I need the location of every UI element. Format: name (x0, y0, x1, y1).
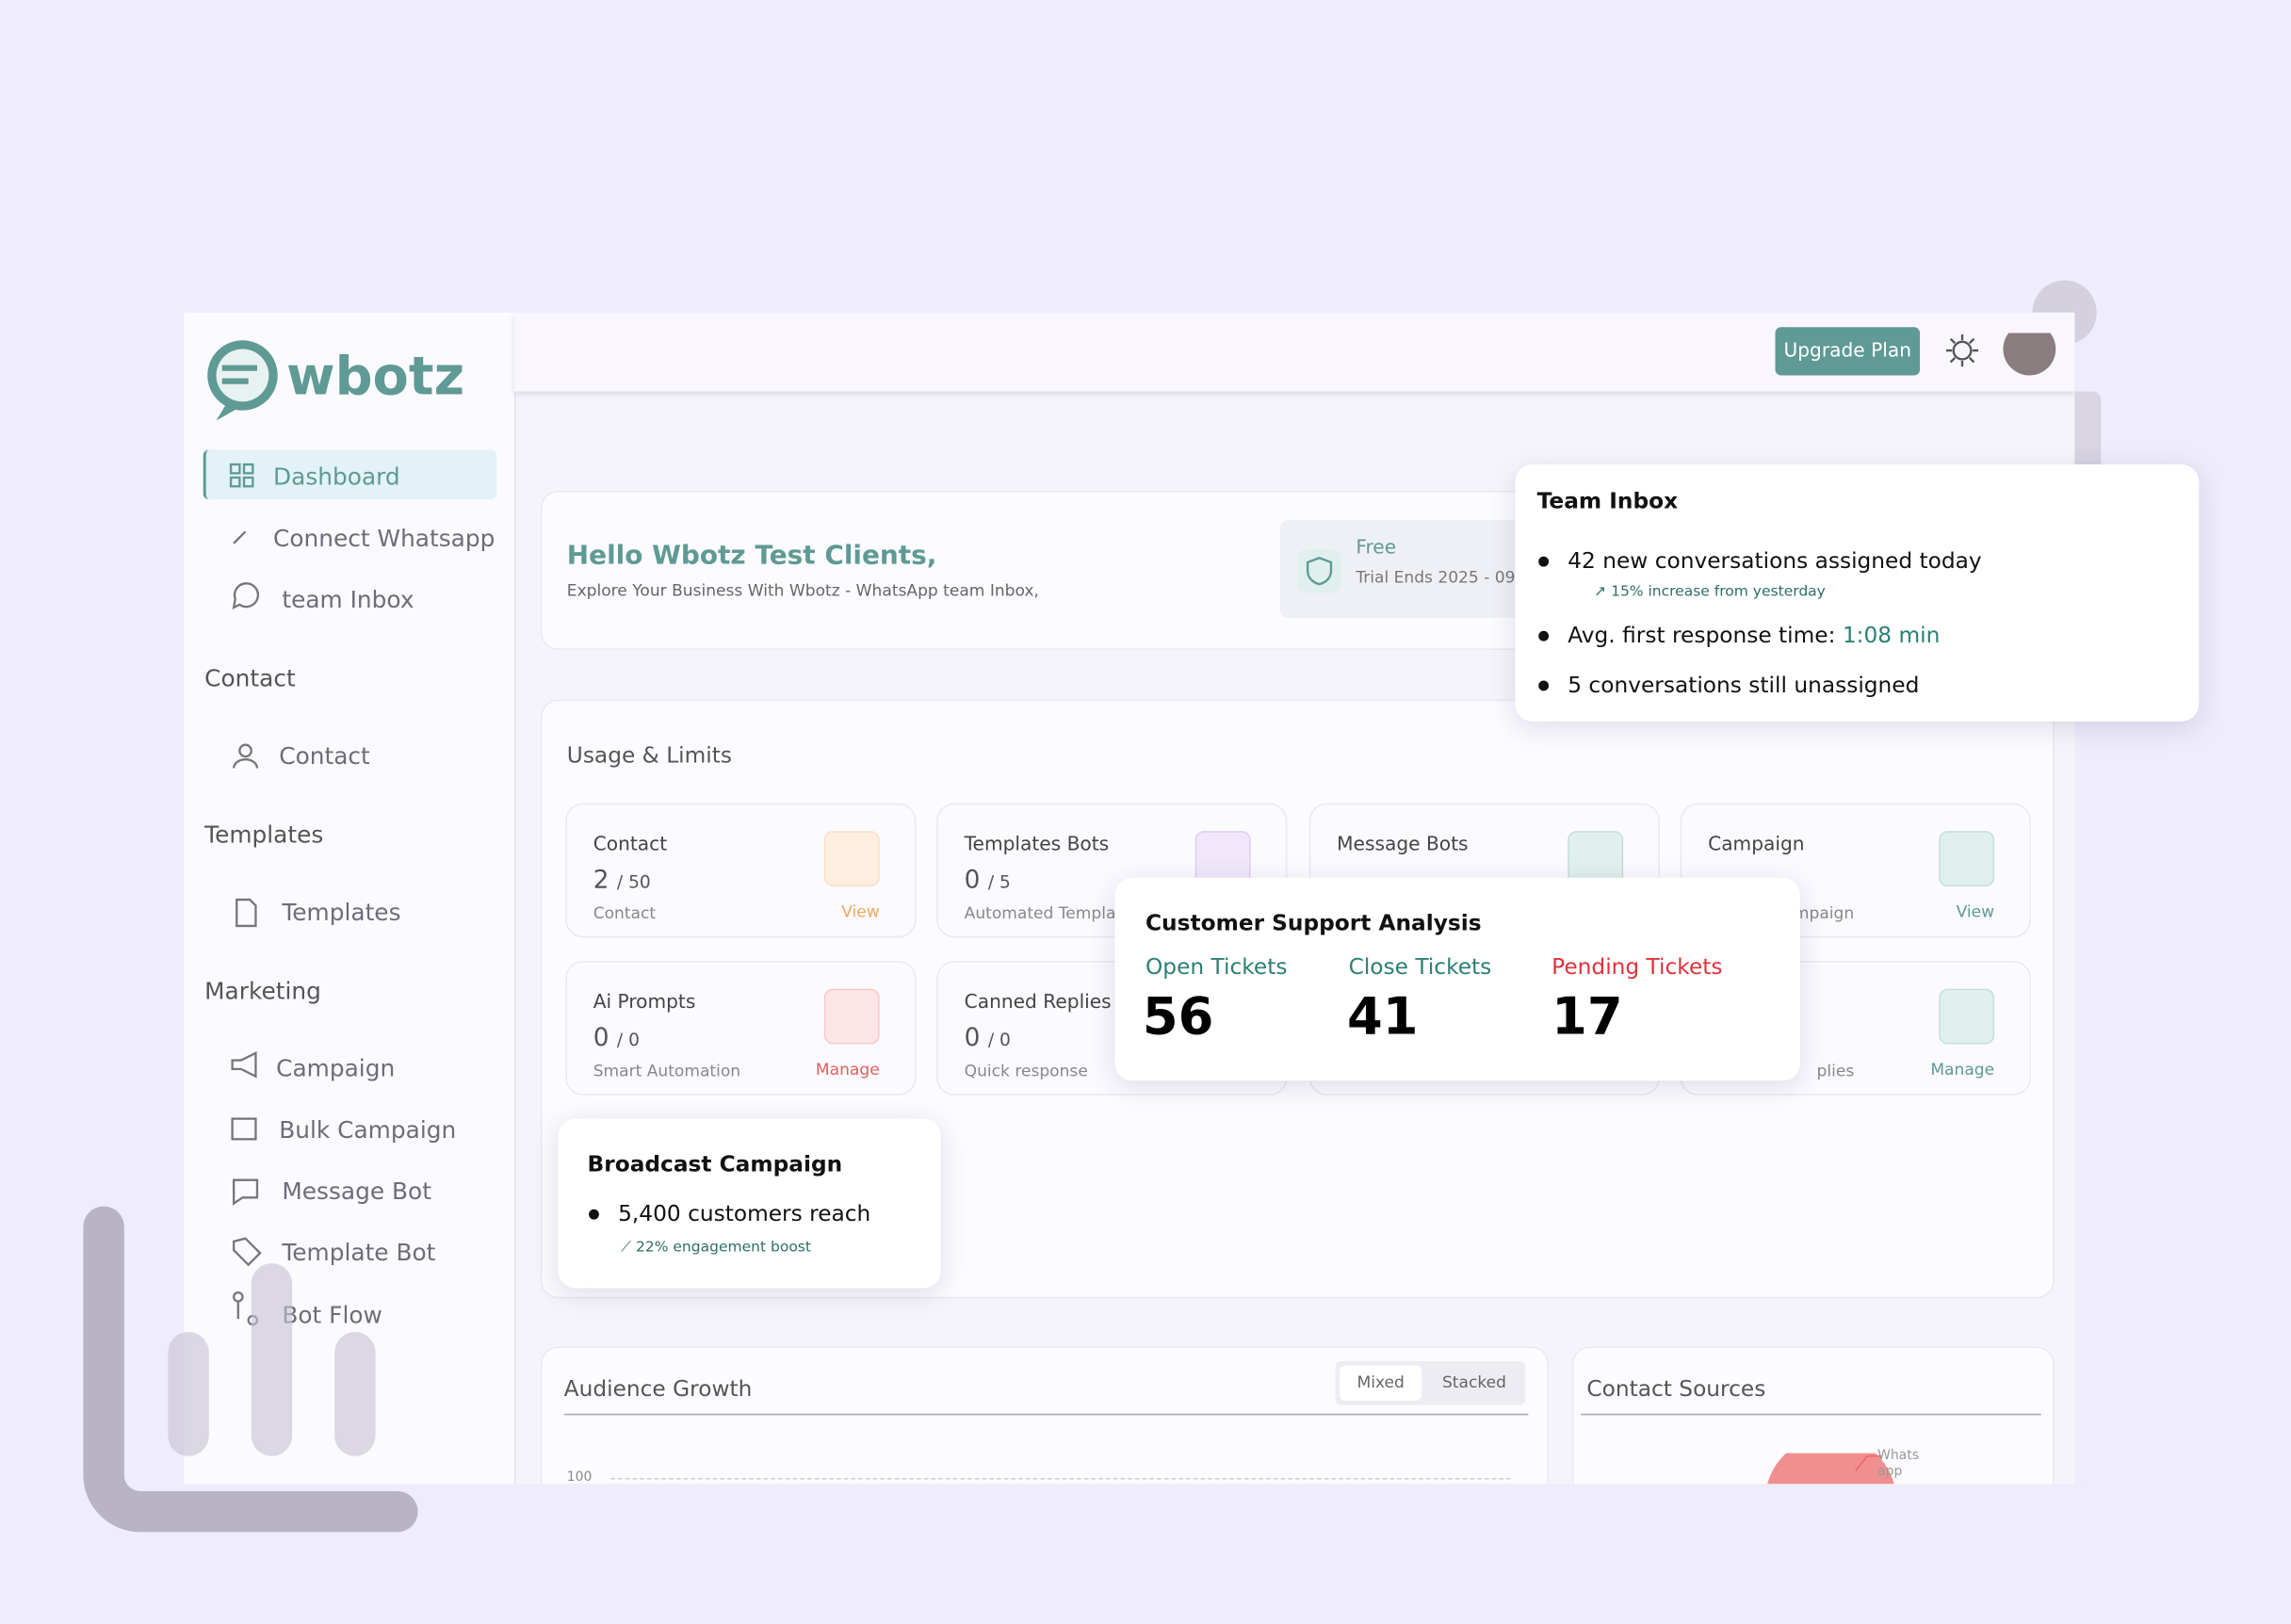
card-icon (823, 831, 880, 887)
card-caption: Smart Automation (593, 1062, 741, 1081)
logo-icon (207, 340, 278, 421)
card-icon (1939, 831, 1995, 887)
popup-title: Broadcast Campaign (587, 1150, 843, 1177)
y-tick-label: 100 (566, 1470, 593, 1486)
card-icon (823, 988, 880, 1045)
stat-label: Close Tickets (1348, 953, 1492, 981)
value: 0 (964, 866, 981, 896)
card-title: Canned Replies (964, 991, 1112, 1014)
toggle[interactable]: Mixed (1340, 1365, 1422, 1401)
nav-section: Marketing (204, 977, 321, 1005)
stat-label: Open Tickets (1145, 953, 1288, 981)
card-value: 0 / 5 (965, 866, 1011, 895)
card-caption: Automated Template (964, 903, 1132, 923)
note: ↗ 15% increase from yesterday (1594, 584, 1826, 601)
bullet: 5 conversations still unassigned (1538, 672, 1920, 699)
note-text: 22% engagement boost (635, 1240, 811, 1257)
stat-value: 41 (1347, 988, 1419, 1047)
card-title: Contact (593, 834, 668, 856)
bullet: 42 new conversations assigned today (1538, 547, 1982, 575)
nav-item[interactable]: Contact (279, 741, 370, 771)
highlight: 1:08 min (1842, 622, 1941, 649)
note-text: 15% increase from yesterday (1611, 584, 1826, 601)
welcome-subtitle: Explore Your Business With Wbotz - Whats… (566, 581, 1039, 601)
decoration (83, 1206, 418, 1533)
header-icons (1945, 333, 2056, 376)
value: 0 (964, 1023, 981, 1053)
card-action[interactable]: View (841, 902, 880, 922)
popup-title: Team Inbox (1536, 487, 1679, 514)
limit: / 5 (987, 871, 1011, 893)
welcome-title: Hello Wbotz Test Clients, (566, 540, 937, 572)
card-value: 0 / 0 (593, 1024, 640, 1053)
limit: / 50 (616, 871, 651, 893)
usage-title: Usage & Limits (566, 741, 733, 769)
nav-item[interactable]: team Inbox (282, 585, 414, 614)
nav-section: Templates (204, 820, 324, 849)
card-value: 2 / 50 (593, 866, 651, 895)
nav-item[interactable]: Template Bot (282, 1238, 436, 1267)
bullet-text: Avg. first response time: (1568, 622, 1836, 649)
nav-item[interactable]: Campaign (276, 1054, 396, 1082)
stat-value: 17 (1552, 988, 1623, 1047)
nav-active (203, 449, 497, 500)
stat-value: 56 (1142, 988, 1214, 1047)
bullet: Avg. first response time: 1:08 min (1538, 622, 1941, 649)
card-caption: ampaign (1783, 903, 1855, 923)
upgrade-button[interactable]: Upgrade Plan (1775, 327, 1921, 376)
card-action[interactable]: Manage (1930, 1060, 1995, 1080)
plan-trial: Trial Ends 2025 - 09 - (1356, 568, 1527, 588)
card-action[interactable]: Manage (815, 1060, 880, 1080)
plan-name: Free (1356, 537, 1397, 560)
card-caption: Contact (593, 903, 657, 923)
plan-box: Free Trial Ends 2025 - 09 - (1279, 519, 1529, 618)
toggle[interactable]: Stacked (1441, 1372, 1506, 1392)
support-popup: Customer Support Analysis Open Tickets C… (1114, 877, 1800, 1081)
card-icon (1939, 988, 1995, 1045)
value: 0 (593, 1023, 609, 1053)
nav-item[interactable]: Connect Whatsapp (273, 524, 496, 553)
nav-section: Contact (204, 664, 296, 692)
nav-item[interactable]: Templates (282, 898, 401, 926)
popup-title: Customer Support Analysis (1145, 909, 1482, 936)
window-edge (184, 1484, 2084, 1543)
card-title: Templates Bots (964, 834, 1110, 856)
nav-item[interactable]: Bot Flow (282, 1301, 382, 1329)
sources-title: Contact Sources (1586, 1375, 1766, 1403)
team-inbox-popup: Team Inbox 42 new conversations assigned… (1515, 464, 2200, 722)
card-caption: plies (1816, 1062, 1855, 1081)
limit: / 0 (987, 1030, 1011, 1050)
limit-card: Contact 2 / 50 Contact View (565, 803, 917, 938)
broadcast-popup: Broadcast Campaign 5,400 customers reach… (558, 1118, 941, 1289)
stat-label: Pending Tickets (1552, 953, 1723, 981)
note: ⟋ 22% engagement boost (621, 1240, 811, 1257)
pie-label: Whats app (1877, 1448, 1919, 1480)
limit: / 0 (616, 1030, 640, 1050)
nav-item[interactable]: Dashboard (273, 463, 400, 491)
logo-text: wbotz (285, 347, 465, 408)
pie-slice (1765, 1453, 1896, 1490)
card-caption: Quick response (964, 1062, 1088, 1081)
limit-card: plies Manage (1680, 961, 2031, 1096)
grid-line (610, 1478, 1511, 1480)
audience-title: Audience Growth (563, 1375, 753, 1403)
card-action[interactable]: View (1956, 902, 1995, 922)
divider (1581, 1413, 2041, 1416)
bullet: 5,400 customers reach (589, 1200, 871, 1227)
sidebar (184, 312, 516, 1485)
nav-item[interactable]: Message Bot (282, 1177, 431, 1206)
card-title: Ai Prompts (593, 991, 696, 1014)
nav-item[interactable]: Bulk Campaign (279, 1115, 457, 1144)
card-title: Campaign (1708, 834, 1805, 856)
card-title: Message Bots (1337, 834, 1469, 856)
limit-card: Ai Prompts 0 / 0 Smart Automation Manage (565, 961, 917, 1096)
divider (563, 1413, 1529, 1416)
card-value: 0 / 0 (965, 1024, 1011, 1053)
nav-icons (229, 463, 262, 1326)
value: 2 (593, 866, 609, 896)
